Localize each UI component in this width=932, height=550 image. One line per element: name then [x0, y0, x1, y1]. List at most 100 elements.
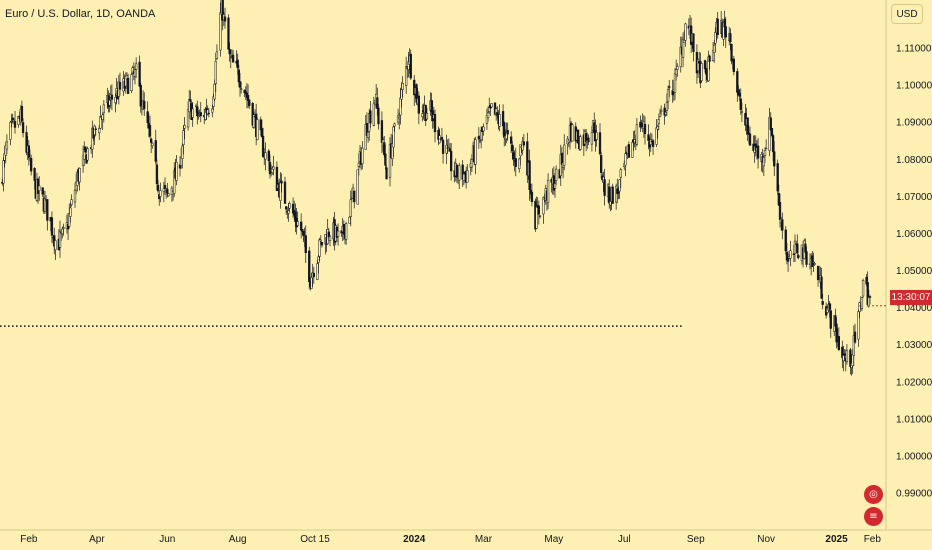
candle-body: [287, 210, 290, 214]
candle-body: [94, 128, 97, 130]
candle-body: [530, 191, 534, 203]
candle-body: [713, 44, 716, 53]
candle-body: [83, 149, 86, 160]
candle-body: [868, 296, 872, 298]
candle-body: [837, 336, 840, 350]
candle-body: [398, 117, 401, 120]
candle-body: [99, 116, 102, 129]
x-tick-label: Feb: [864, 534, 882, 545]
candle-body: [260, 128, 264, 138]
candle-body: [10, 120, 13, 122]
candle-body: [349, 199, 352, 217]
candle-body: [126, 77, 130, 94]
candle-body: [409, 53, 412, 79]
candle-body: [635, 124, 639, 145]
candle-body: [796, 243, 799, 254]
x-tick-label: Sep: [687, 534, 705, 545]
candle-body: [301, 229, 304, 232]
candle-body: [651, 140, 655, 147]
candle-body: [214, 61, 217, 84]
candle-body: [342, 223, 345, 235]
candle-body: [310, 276, 313, 289]
candle-body: [86, 148, 89, 161]
candle-body: [603, 179, 606, 196]
candle-body: [765, 148, 768, 150]
candle-body: [773, 151, 776, 167]
candle-body: [369, 110, 372, 124]
candle-body: [762, 156, 765, 167]
candle-body: [789, 250, 792, 259]
candle-body: [93, 125, 96, 136]
candles-layer: [1, 0, 872, 376]
candle-body: [756, 145, 760, 159]
candle-body: [150, 138, 153, 143]
candle-body: [46, 199, 49, 221]
candle-body: [611, 186, 614, 204]
candle-body: [506, 130, 509, 135]
candle-body: [114, 97, 117, 103]
candle-body: [853, 331, 857, 343]
candle-body: [62, 227, 65, 229]
candle-body: [118, 82, 122, 90]
candle-body: [769, 117, 772, 131]
candle-body: [510, 136, 513, 144]
candle-body: [156, 184, 160, 192]
candle-body: [450, 151, 453, 172]
candle-body: [770, 127, 774, 136]
candle-body: [655, 127, 658, 145]
candle-body: [392, 126, 395, 148]
candle-body: [656, 126, 659, 130]
candle-body: [69, 207, 72, 217]
candle-body: [279, 182, 282, 201]
candle-body: [175, 162, 178, 181]
candle-body: [730, 44, 733, 62]
us-flag-icon[interactable]: ≡: [864, 507, 883, 526]
y-tick-label: 1.06000: [896, 229, 932, 240]
candle-body: [528, 160, 531, 190]
x-tick-label: 2024: [403, 534, 426, 545]
candle-body: [264, 152, 267, 160]
candle-body: [792, 253, 795, 256]
candle-body: [738, 92, 741, 97]
candle-body: [54, 240, 57, 251]
candle-body: [248, 99, 251, 106]
candle-body: [400, 89, 403, 100]
candle-body: [41, 187, 44, 195]
candle-body: [166, 188, 169, 194]
candle-body: [537, 205, 540, 215]
candle-body: [805, 251, 808, 265]
candle-body: [781, 219, 784, 231]
candle-body: [595, 132, 598, 140]
candle-body: [448, 148, 452, 152]
candle-body: [631, 142, 634, 158]
y-tick-label: 1.09000: [896, 118, 932, 129]
candle-body: [867, 297, 870, 307]
candle-body: [316, 263, 319, 280]
candle-body: [553, 183, 557, 189]
eu-flag-icon[interactable]: ◎: [864, 485, 883, 504]
candle-body: [50, 217, 54, 236]
candle-body: [267, 150, 270, 162]
candle-body: [327, 231, 330, 238]
candle-body: [163, 185, 167, 189]
candle-body: [852, 335, 855, 356]
candle-body: [101, 114, 104, 120]
candle-body: [820, 276, 823, 299]
candle-body: [229, 56, 232, 59]
candle-body: [159, 190, 162, 197]
currency-button[interactable]: USD: [891, 4, 923, 24]
candle-body: [740, 111, 744, 113]
candle-body: [579, 136, 582, 150]
candle-body: [61, 228, 64, 235]
candle-body: [440, 136, 444, 140]
candle-body: [353, 190, 356, 203]
candle-body: [555, 168, 558, 181]
candle-body: [797, 255, 800, 258]
candle-body: [189, 99, 192, 102]
candle-body: [288, 203, 291, 209]
candle-body: [110, 94, 114, 100]
candle-body: [627, 144, 630, 158]
candle-body: [480, 130, 483, 140]
